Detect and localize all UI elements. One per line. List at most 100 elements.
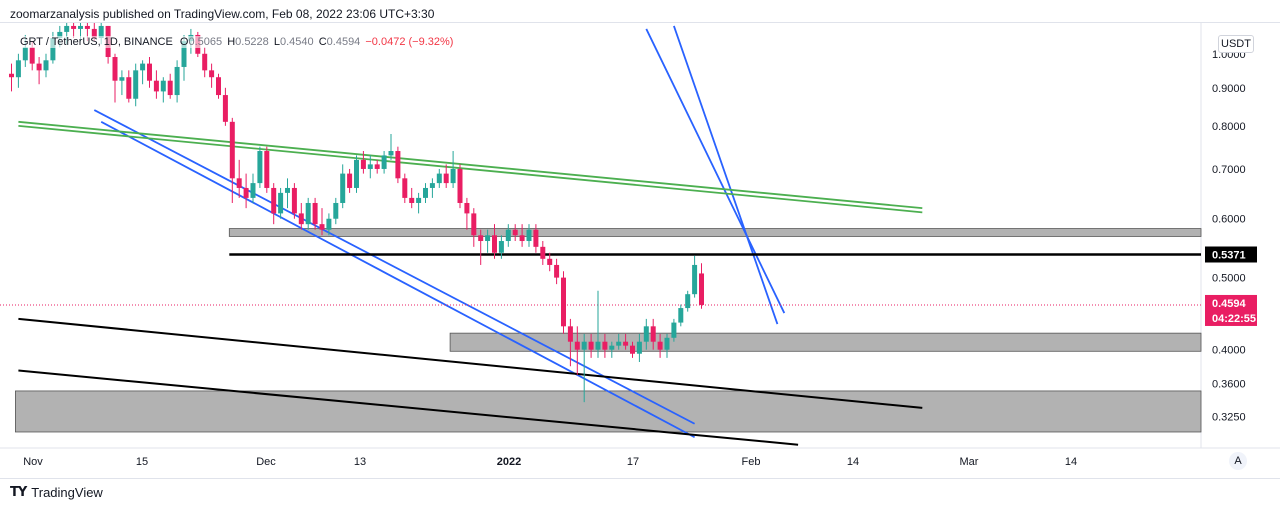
candle-body-49 — [347, 173, 353, 188]
candle-body-50 — [354, 159, 359, 188]
candle-body-39 — [278, 192, 284, 214]
candle-body-23 — [167, 80, 173, 96]
candle-body-4 — [36, 63, 42, 71]
x-tick-label-9: 14 — [1065, 456, 1077, 468]
currency-unit-button[interactable]: USDT — [1218, 35, 1254, 53]
candle-body-79 — [554, 264, 560, 278]
candle-body-87 — [609, 345, 615, 350]
channel-line-0[interactable] — [645, 28, 786, 314]
symbol-title[interactable]: GRT / TetherUS, 1D, BINANCE — [20, 36, 173, 48]
auto-scale-button[interactable]: A — [1229, 452, 1247, 470]
close-label: C — [318, 36, 327, 48]
black-line-7[interactable] — [18, 369, 799, 446]
x-tick-label-4: 2022 — [497, 456, 521, 468]
candle-body-29 — [209, 70, 215, 78]
candle-body-17 — [126, 77, 132, 99]
candle-body-93 — [650, 326, 656, 342]
candle-body-19 — [140, 63, 146, 71]
candle-body-98 — [685, 294, 691, 309]
y-tick-label-6: 0.4000 — [1212, 345, 1246, 357]
candle-body-6 — [50, 38, 56, 61]
candle-body-76 — [533, 229, 539, 247]
candle-body-66 — [464, 202, 470, 214]
candle-body-74 — [519, 235, 525, 242]
zone-rect-2 — [14, 390, 1202, 433]
candle-body-0 — [9, 73, 14, 78]
candle-body-54 — [381, 155, 387, 169]
black-line-6[interactable] — [18, 317, 923, 409]
zone-rect-1 — [449, 332, 1202, 352]
x-tick-label-1: 15 — [136, 456, 148, 468]
candle-body-18 — [133, 70, 139, 99]
candle-body-92 — [643, 326, 649, 342]
publish-info: zoomarzanalysis published on TradingView… — [10, 7, 435, 21]
candle-body-13 — [98, 25, 104, 39]
candle-body-36 — [257, 151, 263, 184]
candle-body-81 — [567, 326, 573, 342]
candle-body-85 — [595, 341, 601, 350]
candle-body-7 — [57, 31, 63, 39]
candle-body-11 — [84, 25, 90, 29]
candle-body-100 — [699, 273, 704, 305]
candle-body-34 — [243, 187, 249, 198]
candle-body-2 — [22, 47, 28, 61]
candle-body-28 — [202, 53, 208, 71]
price-tag-level: 0.5371 — [1212, 249, 1246, 261]
channel-line-1[interactable] — [673, 25, 779, 325]
candle-body-5 — [43, 60, 49, 71]
open-label: O — [179, 36, 189, 48]
x-tick-label-6: Feb — [742, 456, 761, 468]
candle-body-55 — [388, 151, 394, 156]
candle-body-9 — [71, 25, 77, 29]
low-value: 0.4540 — [279, 36, 314, 48]
green-line-5[interactable] — [18, 124, 923, 214]
x-tick-label-7: 14 — [847, 456, 859, 468]
candle-body-73 — [512, 229, 518, 236]
candle-body-40 — [285, 187, 290, 193]
low-label: L — [273, 36, 280, 48]
candle-body-21 — [153, 80, 159, 92]
candle-body-52 — [367, 164, 373, 169]
candle-body-88 — [616, 341, 622, 346]
y-tick-label-2: 0.8000 — [1212, 121, 1246, 133]
candle-body-83 — [581, 341, 587, 350]
candle-body-48 — [340, 173, 346, 203]
candle-body-41 — [291, 187, 297, 214]
candle-body-77 — [540, 246, 546, 259]
price-tag-current: 0.4594 — [1212, 298, 1247, 310]
x-tick-label-8: Mar — [960, 456, 979, 468]
y-tick-label-4: 0.6000 — [1212, 214, 1246, 226]
candle-body-35 — [250, 183, 256, 198]
y-tick-label-8: 0.3250 — [1212, 412, 1246, 424]
candle-body-80 — [561, 277, 566, 327]
y-tick-label-5: 0.5000 — [1212, 273, 1246, 285]
candle-body-65 — [457, 168, 463, 203]
candle-body-99 — [692, 264, 698, 295]
candle-body-71 — [498, 241, 504, 253]
candle-body-32 — [229, 121, 235, 179]
candle-body-61 — [429, 183, 435, 188]
y-tick-label-1: 0.9000 — [1212, 83, 1246, 95]
price-tag-bg-countdown — [1205, 309, 1257, 326]
change-value: −0.0472 (−9.32%) — [365, 36, 454, 48]
x-tick-label-0: Nov — [23, 456, 43, 468]
candle-body-37 — [264, 151, 270, 188]
candle-body-91 — [636, 341, 642, 354]
candle-body-96 — [671, 322, 677, 338]
candle-body-51 — [360, 159, 366, 169]
candle-body-20 — [147, 63, 152, 81]
candle-body-46 — [326, 218, 332, 230]
candle-body-84 — [588, 341, 594, 350]
candle-body-82 — [574, 341, 580, 350]
green-line-4[interactable] — [18, 120, 923, 210]
candle-body-58 — [409, 197, 415, 203]
x-tick-label-2: Dec — [256, 456, 276, 468]
candle-body-64 — [450, 168, 456, 184]
channel-line-3[interactable] — [100, 121, 696, 439]
candle-body-31 — [222, 95, 228, 122]
y-tick-label-3: 0.7000 — [1212, 164, 1246, 176]
price-chart[interactable]: 1.00000.90000.80000.70000.60000.50000.40… — [0, 23, 1280, 478]
channel-line-2[interactable] — [93, 109, 696, 425]
chart-area[interactable]: 1.0000 0.9000 0.8000 0.7000 0.6000 0.5000 0.40… — [0, 22, 1280, 479]
candle-body-42 — [298, 213, 304, 225]
